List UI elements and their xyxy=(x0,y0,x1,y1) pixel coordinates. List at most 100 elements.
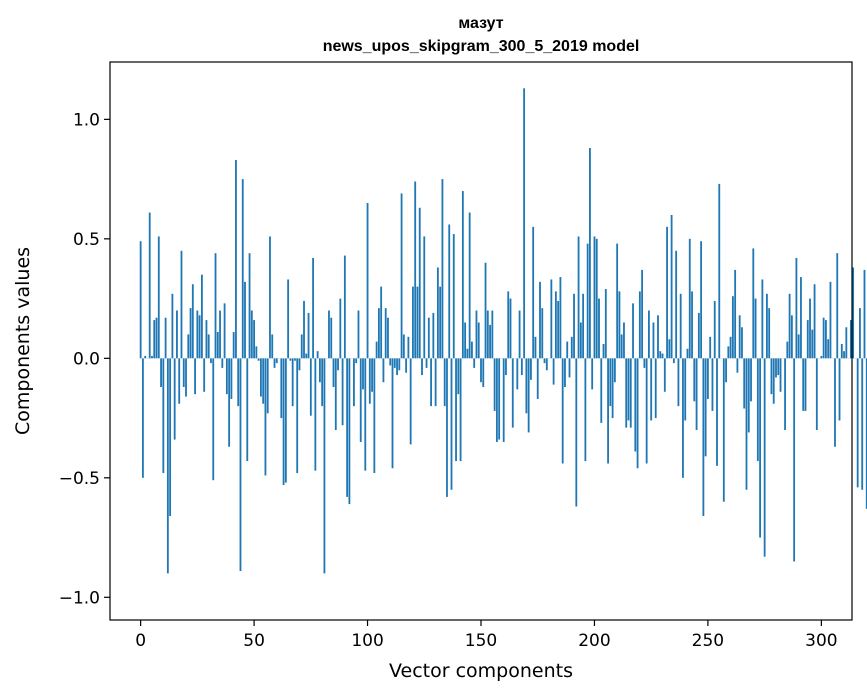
bar-172 xyxy=(530,358,532,380)
bar-270 xyxy=(752,248,755,359)
bar-266 xyxy=(743,358,746,409)
bar-198 xyxy=(589,148,591,359)
bar-216 xyxy=(629,358,632,428)
bar-139 xyxy=(455,358,457,462)
bar-5 xyxy=(151,355,153,359)
bar-137 xyxy=(450,358,453,490)
x-tick-label: 250 xyxy=(692,631,724,651)
bar-97 xyxy=(359,358,362,442)
bar-153 xyxy=(486,310,489,359)
bar-319 xyxy=(863,269,866,359)
bar-158 xyxy=(498,358,501,440)
bar-144 xyxy=(466,348,469,359)
bar-160 xyxy=(502,358,505,442)
bar-16 xyxy=(176,310,178,359)
y-axis: −1.0 −0.5 0.0 0.5 1.0 xyxy=(59,110,110,608)
x-axis: 0 50 100 150 200 250 300 xyxy=(135,620,838,651)
bar-36 xyxy=(221,358,224,368)
bar-300 xyxy=(820,355,823,359)
bar-235 xyxy=(672,358,675,364)
bar-128 xyxy=(430,358,432,407)
bar-15 xyxy=(173,358,176,440)
bar-272 xyxy=(756,358,759,462)
bar-148 xyxy=(475,310,478,359)
bar-37 xyxy=(223,303,226,359)
bar-115 xyxy=(400,193,403,359)
y-tick-label: 0.5 xyxy=(73,230,100,250)
bar-114 xyxy=(398,358,401,371)
bar-84 xyxy=(330,317,333,359)
bar-129 xyxy=(432,312,435,359)
bar-124 xyxy=(421,358,423,376)
bar-113 xyxy=(396,358,398,376)
bar-88 xyxy=(339,298,342,359)
x-tick-label: 300 xyxy=(805,631,837,651)
bar-190 xyxy=(570,336,573,359)
bar-147 xyxy=(473,358,476,368)
bar-58 xyxy=(271,334,274,359)
bar-62 xyxy=(280,358,283,419)
bar-277 xyxy=(768,308,771,359)
bar-75 xyxy=(309,358,312,416)
chart-subtitle: news_upos_skipgram_300_5_2019 model xyxy=(323,38,640,55)
bar-49 xyxy=(250,310,253,359)
bar-271 xyxy=(754,298,757,359)
bar-116 xyxy=(402,334,405,359)
bar-0 xyxy=(139,241,142,359)
bar-296 xyxy=(811,329,814,359)
bar-178 xyxy=(543,358,546,364)
bar-179 xyxy=(545,358,548,371)
bar-125 xyxy=(423,236,426,359)
bar-10 xyxy=(162,358,165,474)
bar-205 xyxy=(604,289,607,359)
bar-224 xyxy=(648,310,650,359)
bar-73 xyxy=(305,353,308,359)
bar-42 xyxy=(235,159,237,359)
bar-54 xyxy=(262,358,265,404)
bar-70 xyxy=(298,358,301,371)
bar-170 xyxy=(525,358,528,414)
bar-257 xyxy=(722,358,725,502)
bar-284 xyxy=(784,358,786,431)
y-axis-label: Components values xyxy=(12,247,34,435)
bar-141 xyxy=(459,358,462,462)
bar-318 xyxy=(861,358,864,490)
bar-133 xyxy=(441,179,444,359)
bar-236 xyxy=(675,250,678,359)
bar-191 xyxy=(573,293,575,359)
bar-302 xyxy=(825,320,827,359)
y-tick-label: −1.0 xyxy=(59,588,100,608)
bar-81 xyxy=(323,358,326,574)
bar-26 xyxy=(198,315,201,359)
bar-280 xyxy=(775,358,777,378)
bar-211 xyxy=(618,291,621,359)
bar-11 xyxy=(164,317,167,359)
bar-101 xyxy=(368,358,371,404)
bar-91 xyxy=(346,358,349,497)
bar-152 xyxy=(484,262,487,359)
bar-51 xyxy=(255,346,258,359)
bar-243 xyxy=(691,291,693,359)
bar-171 xyxy=(527,358,530,433)
bar-246 xyxy=(697,312,700,359)
bar-229 xyxy=(659,351,662,359)
bar-29 xyxy=(205,320,208,359)
plot-frame xyxy=(109,61,853,621)
bar-218 xyxy=(634,358,637,452)
bar-210 xyxy=(616,243,619,359)
bar-108 xyxy=(384,308,387,359)
bar-317 xyxy=(859,308,861,359)
bar-121 xyxy=(414,181,417,359)
bar-59 xyxy=(273,358,276,368)
bar-12 xyxy=(166,358,169,574)
bar-206 xyxy=(607,358,609,464)
bar-32 xyxy=(212,358,215,481)
bar-56 xyxy=(266,358,269,414)
bar-238 xyxy=(679,293,682,359)
bar-286 xyxy=(788,293,791,359)
bar-140 xyxy=(457,358,460,395)
bar-23 xyxy=(191,284,194,359)
bar-57 xyxy=(269,236,271,359)
bar-183 xyxy=(554,291,557,359)
